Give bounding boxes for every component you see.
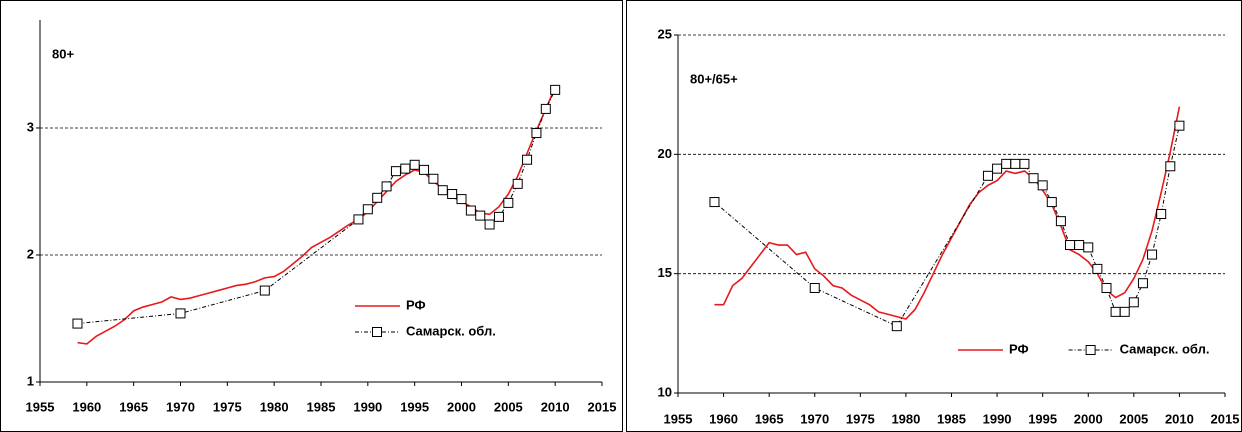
chart-title: 80+/65+: [690, 71, 738, 86]
data-point: [1037, 180, 1048, 191]
data-point: [1119, 306, 1130, 317]
legend-label: РФ: [1009, 341, 1029, 356]
data-point: [362, 204, 373, 215]
data-point: [982, 170, 993, 181]
legend-label: РФ: [406, 297, 426, 312]
y-tick-label: 10: [658, 384, 672, 399]
legend-label: Самарск. обл.: [1120, 341, 1210, 356]
x-tick-label: 2005: [494, 399, 523, 414]
x-tick-label: 1995: [1028, 411, 1057, 426]
x-tick-label: 2015: [588, 399, 617, 414]
data-point: [1001, 158, 1012, 169]
data-point: [1137, 278, 1148, 289]
data-point: [475, 210, 486, 221]
x-tick-label: 2010: [541, 399, 570, 414]
data-point: [1065, 240, 1076, 251]
data-point: [1174, 120, 1185, 131]
data-point: [1147, 249, 1158, 260]
data-point: [419, 164, 430, 175]
data-point: [381, 181, 392, 192]
panel-frame: [626, 0, 1242, 432]
data-point: [1028, 173, 1039, 184]
x-tick-label: 2005: [1119, 411, 1148, 426]
x-tick-label: 2000: [1074, 411, 1103, 426]
data-point: [409, 159, 420, 170]
data-point: [484, 219, 495, 230]
data-point: [259, 285, 270, 296]
y-tick-label: 2: [27, 246, 34, 261]
x-tick-label: 1990: [983, 411, 1012, 426]
x-tick-label: 1980: [891, 411, 920, 426]
series-line: [714, 106, 1181, 320]
legend-label: Самарск. обл.: [406, 323, 496, 338]
panel-frame: [0, 0, 623, 432]
legend-marker: [372, 327, 382, 337]
data-point: [1110, 306, 1121, 317]
data-point: [428, 173, 439, 184]
x-tick-label: 1975: [213, 399, 242, 414]
data-point: [1128, 297, 1139, 308]
x-tick-label: 1960: [709, 411, 738, 426]
data-point: [1046, 197, 1057, 208]
x-tick-label: 1985: [307, 399, 336, 414]
series-line: [77, 89, 556, 325]
y-tick-label: 25: [658, 26, 672, 41]
data-point: [465, 205, 476, 216]
y-tick-label: 1: [27, 373, 34, 388]
x-tick-label: 1965: [755, 411, 784, 426]
data-point: [522, 154, 533, 165]
x-tick-label: 2010: [1165, 411, 1194, 426]
x-tick-label: 1970: [800, 411, 829, 426]
data-point: [1092, 263, 1103, 274]
y-tick-label: 15: [658, 265, 672, 280]
data-point: [390, 166, 401, 177]
x-tick-label: 1980: [260, 399, 289, 414]
data-point: [72, 318, 83, 329]
data-point: [400, 163, 411, 174]
y-tick-label: 20: [658, 146, 672, 161]
x-tick-label: 1955: [664, 411, 693, 426]
x-tick-label: 1965: [119, 399, 148, 414]
chart-title: 80+: [52, 46, 74, 61]
data-point: [175, 308, 186, 319]
data-point: [1074, 240, 1085, 251]
x-tick-label: 2000: [447, 399, 476, 414]
data-point: [456, 194, 467, 205]
x-tick-label: 1975: [846, 411, 875, 426]
data-point: [809, 282, 820, 293]
data-point: [1156, 209, 1167, 219]
data-point: [891, 321, 902, 332]
data-point: [1083, 242, 1094, 253]
data-point: [1101, 282, 1112, 293]
data-point: [353, 214, 364, 225]
data-point: [437, 185, 448, 196]
x-tick-label: 1960: [72, 399, 101, 414]
x-tick-label: 1955: [26, 399, 55, 414]
x-tick-label: 1990: [353, 399, 382, 414]
data-point: [372, 192, 383, 203]
data-point: [540, 103, 551, 114]
data-point: [531, 128, 542, 139]
data-point: [447, 189, 458, 200]
data-point: [503, 197, 514, 208]
data-point: [1055, 216, 1066, 227]
data-point: [1010, 158, 1021, 169]
x-tick-label: 2015: [1211, 411, 1240, 426]
data-point: [992, 163, 1003, 174]
data-point: [709, 197, 720, 208]
data-point: [550, 84, 561, 95]
x-tick-label: 1995: [400, 399, 429, 414]
data-point: [512, 178, 523, 189]
data-point: [1165, 161, 1176, 172]
legend-marker: [1085, 345, 1096, 355]
series-line: [714, 125, 1180, 327]
data-point: [493, 211, 504, 222]
x-tick-label: 1970: [166, 399, 195, 414]
y-tick-label: 3: [27, 119, 34, 134]
data-point: [1019, 158, 1030, 169]
x-tick-label: 1985: [937, 411, 966, 426]
